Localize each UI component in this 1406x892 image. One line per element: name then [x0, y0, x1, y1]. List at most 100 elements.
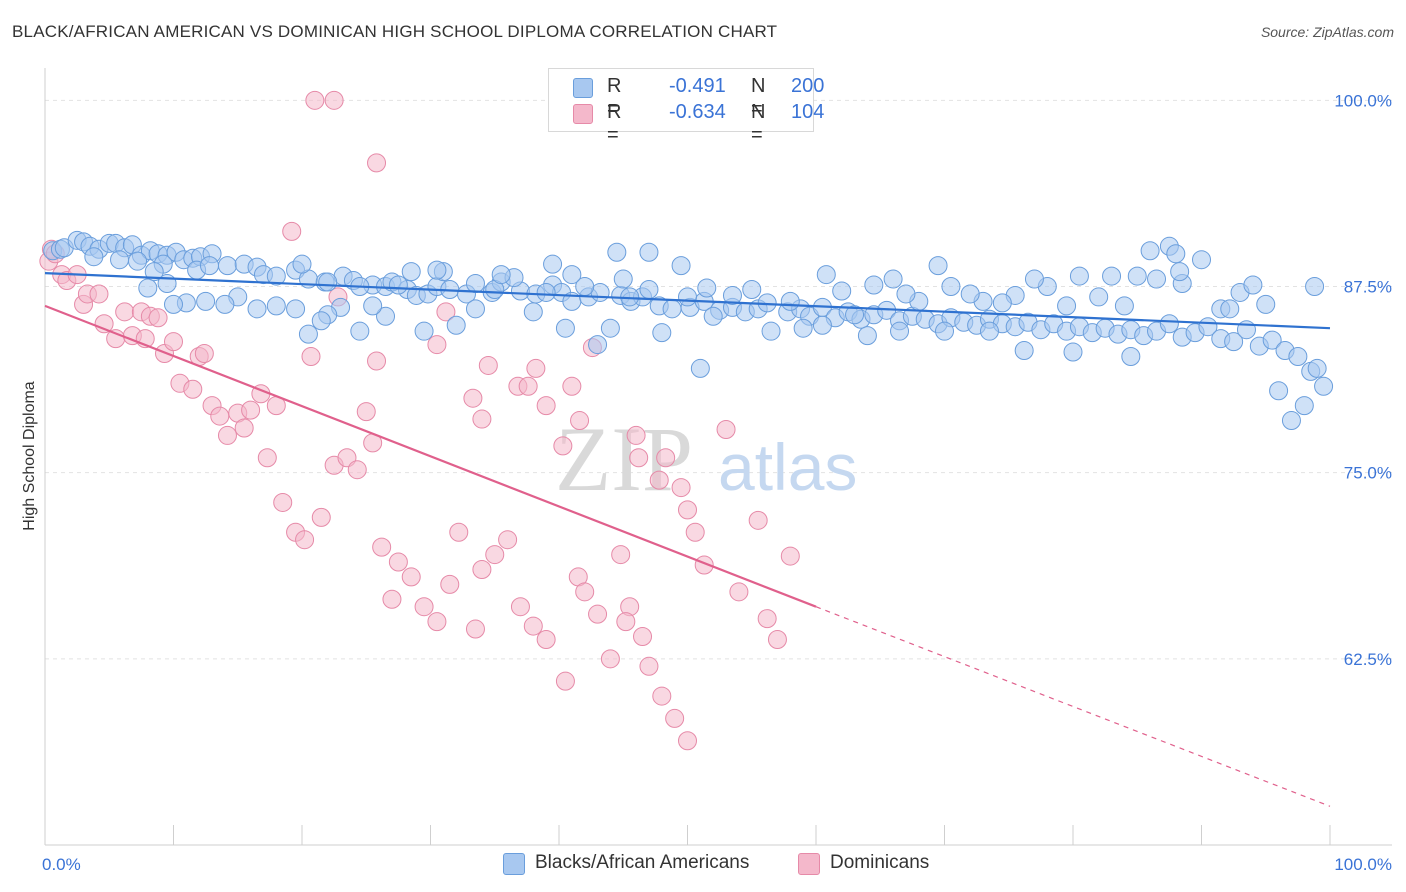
blacks-point [639, 279, 659, 299]
y-tick-label: 75.0% [1344, 464, 1392, 483]
blacks-point [128, 251, 148, 271]
dominicans-point [427, 612, 447, 632]
bottom-legend-swatch-pink [798, 853, 820, 875]
dominicans-point [436, 302, 456, 322]
blacks-point [1314, 376, 1334, 396]
blacks-point [607, 242, 627, 262]
blacks-point [562, 265, 582, 285]
blacks-point [742, 279, 762, 299]
legend-n-label: N = [751, 75, 766, 120]
legend-r-label: R = [607, 101, 622, 146]
blacks-points [43, 230, 1334, 431]
dominicans-point [115, 302, 135, 322]
bottom-legend-swatch-blue [503, 853, 525, 875]
y-tick-label: 100.0% [1334, 91, 1392, 110]
dominicans-point [305, 90, 325, 110]
dominicans-point [427, 335, 447, 355]
dominicans-point [575, 582, 595, 602]
blacks-point [1281, 411, 1301, 431]
blacks-point [1147, 269, 1167, 289]
blacks-point [1220, 299, 1240, 319]
dominicans-point [295, 530, 315, 550]
blacks-point [84, 247, 104, 267]
blacks-point [1159, 314, 1179, 334]
blacks-point [1014, 341, 1034, 361]
blacks-point [388, 275, 408, 295]
blacks-point [1256, 294, 1276, 314]
blacks-point [761, 321, 781, 341]
blacks-point [864, 275, 884, 295]
dominicans-point [440, 574, 460, 594]
blacks-point [1127, 266, 1147, 286]
legend-swatch-blue [573, 78, 593, 98]
dominicans-point [678, 500, 697, 520]
blacks-point [523, 302, 543, 322]
blacks-point [896, 284, 916, 304]
blacks-point [555, 318, 575, 338]
blacks-point [491, 265, 511, 285]
bottom-legend-label: Dominicans [830, 852, 930, 873]
dominicans-point [257, 448, 277, 468]
blacks-point [164, 294, 183, 314]
dominicans-point [210, 406, 230, 426]
blacks-point [465, 299, 485, 319]
dominicans-point [633, 626, 653, 646]
axes [44, 68, 1392, 846]
blacks-point [363, 296, 383, 316]
blacks-point [543, 254, 563, 274]
blacks-point [292, 254, 312, 274]
blacks-point [1069, 266, 1089, 286]
blacks-point [1305, 277, 1325, 297]
dominicans-point [372, 537, 392, 557]
blacks-point [1243, 275, 1263, 295]
blacks-point [217, 256, 237, 276]
blacks-point [286, 299, 306, 319]
dominicans-point [526, 358, 546, 378]
bottom-legend-label: Blacks/African Americans [535, 852, 750, 873]
blacks-point [588, 335, 608, 355]
blacks-point [816, 265, 836, 285]
dominicans-point [748, 510, 768, 530]
blacks-point [215, 294, 235, 314]
dominicans-point [629, 448, 649, 468]
legend-r-value: -0.634 [669, 101, 726, 123]
dominicans-point [217, 425, 237, 445]
blacks-point [960, 284, 980, 304]
blacks-point [928, 256, 948, 276]
blacks-point [199, 256, 219, 276]
blacks-point [1089, 287, 1109, 307]
dominicans-point [518, 376, 538, 396]
blacks-point [890, 321, 910, 341]
trend-lines [44, 272, 1331, 807]
dominicans-point [463, 388, 483, 408]
dominicans-point [498, 530, 518, 550]
blacks-point [845, 305, 865, 325]
grid-lines [45, 99, 1392, 660]
blacks-point [1166, 244, 1186, 264]
dominicans-point [414, 597, 434, 617]
blacks-point [376, 306, 396, 326]
blacks-point [671, 256, 691, 276]
blacks-point [1307, 358, 1327, 378]
dominicans-point [649, 470, 669, 490]
blacks-point [536, 282, 556, 302]
dominicans-point [347, 460, 367, 480]
dominicans-point [472, 409, 492, 429]
blacks-point [247, 299, 267, 319]
blacks-point [941, 277, 961, 297]
blacks-point [1057, 296, 1077, 316]
legend-r-label: R = [607, 75, 622, 120]
blacks-point [138, 278, 158, 298]
blacks-point [780, 291, 800, 311]
dominicans-point [510, 597, 530, 617]
dominicans-point [241, 400, 261, 420]
blacks-point [992, 293, 1012, 313]
dominicans-point [449, 522, 469, 542]
dominicans-point [164, 332, 183, 352]
dominicans-point [485, 545, 505, 565]
blacks-point [1294, 396, 1314, 416]
dominicans-point [234, 418, 254, 438]
dominicans-point [273, 492, 293, 512]
blacks-point [298, 324, 318, 344]
dominicans-trend-line [44, 304, 817, 608]
